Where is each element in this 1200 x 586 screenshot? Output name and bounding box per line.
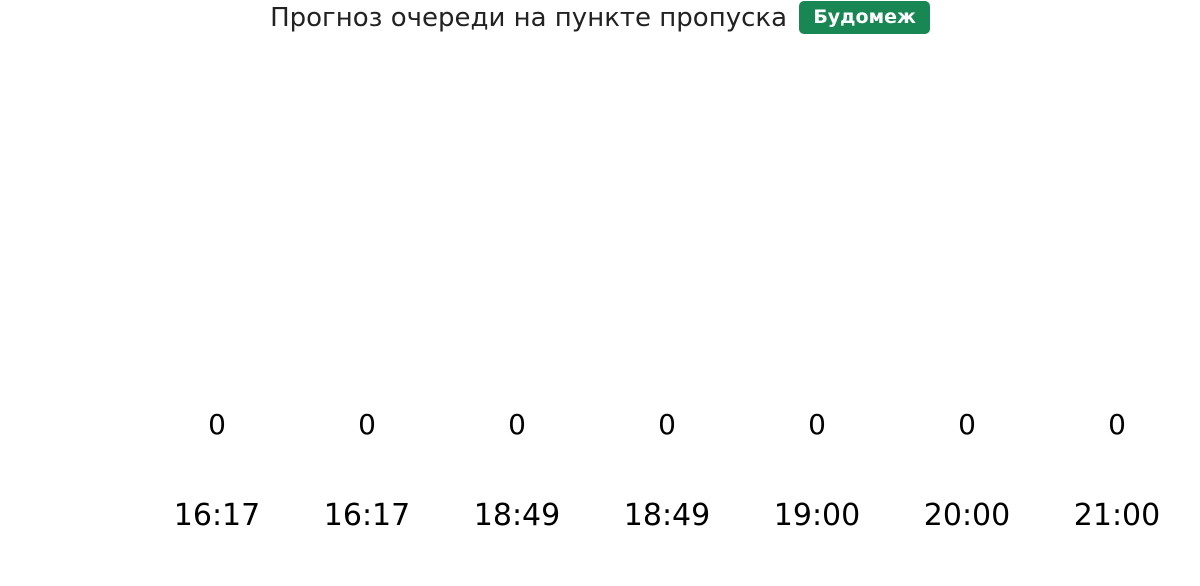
data-label: 0 xyxy=(358,408,376,441)
x-tick-label: 21:00 xyxy=(1074,498,1160,533)
x-tick-label: 19:00 xyxy=(774,498,860,533)
x-tick-label: 20:00 xyxy=(924,498,1010,533)
data-label: 0 xyxy=(208,408,226,441)
data-label: 0 xyxy=(658,408,676,441)
x-tick-label: 16:17 xyxy=(324,498,410,533)
data-label: 0 xyxy=(508,408,526,441)
chart-title: Прогноз очереди на пункте пропуска Будом… xyxy=(0,0,1200,36)
data-label: 0 xyxy=(808,408,826,441)
x-tick-label: 18:49 xyxy=(474,498,560,533)
data-label: 0 xyxy=(1108,408,1126,441)
checkpoint-badge: Будомеж xyxy=(799,1,930,34)
x-tick-label: 18:49 xyxy=(624,498,710,533)
x-tick-label: 16:17 xyxy=(174,498,260,533)
data-label: 0 xyxy=(958,408,976,441)
title-text: Прогноз очереди на пункте пропуска xyxy=(270,3,788,33)
